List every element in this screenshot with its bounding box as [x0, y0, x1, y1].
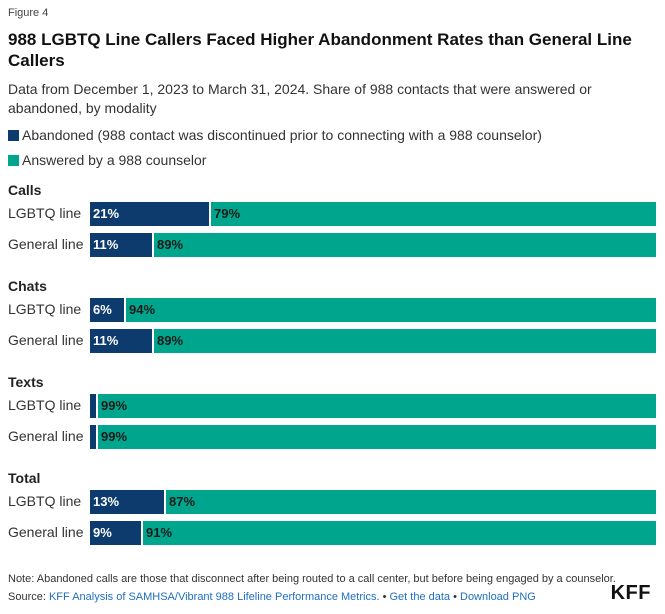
- data-label-abandoned-calls-lgbtq-line: 21%: [93, 206, 120, 221]
- group-title-chats: Chats: [8, 278, 47, 294]
- bar-answered-texts-general-line: [98, 425, 656, 449]
- row-label-calls-general-line: General line: [8, 236, 84, 252]
- bar-abandoned-calls-general-line: [90, 233, 152, 257]
- bar-answered-texts-lgbtq-line: [98, 394, 656, 418]
- bar-answered-calls-lgbtq-line: [211, 202, 656, 226]
- bar-abandoned-total-lgbtq-line: [90, 490, 164, 514]
- data-label-answered-chats-general-line: 89%: [157, 333, 184, 348]
- group-title-texts: Texts: [8, 374, 44, 390]
- group-title-total: Total: [8, 470, 41, 486]
- legend-swatch-abandoned: [8, 129, 19, 141]
- source-separator: •: [379, 591, 390, 603]
- legend-label-answered: Answered by a 988 counselor: [22, 152, 207, 168]
- row-label-chats-lgbtq-line: LGBTQ line: [8, 301, 82, 317]
- row-label-total-general-line: General line: [8, 524, 84, 540]
- data-label-abandoned-total-general-line: 9%: [93, 525, 112, 540]
- bar-abandoned-chats-general-line: [90, 329, 152, 353]
- download-png-link[interactable]: Download PNG: [460, 591, 536, 603]
- chart-note: Note: Abandoned calls are those that dis…: [8, 573, 616, 585]
- data-label-abandoned-chats-general-line: 11%: [93, 333, 119, 348]
- data-label-answered-texts-lgbtq-line: 99%: [101, 398, 128, 413]
- legend-swatch-answered: [8, 154, 19, 166]
- bar-answered-total-lgbtq-line: [166, 490, 656, 514]
- bar-abandoned-texts-general-line: [90, 425, 96, 449]
- kff-logo: KFF: [610, 582, 651, 604]
- get-data-link[interactable]: Get the data: [389, 591, 451, 603]
- bar-answered-total-general-line: [143, 521, 656, 545]
- bar-abandoned-texts-lgbtq-line: [90, 394, 96, 418]
- bar-abandoned-calls-lgbtq-line: [90, 202, 209, 226]
- row-label-chats-general-line: General line: [8, 332, 84, 348]
- legend-label-abandoned: Abandoned (988 contact was discontinued …: [22, 127, 542, 143]
- data-label-answered-total-general-line: 91%: [146, 525, 173, 540]
- group-title-calls: Calls: [8, 182, 42, 198]
- bar-abandoned-total-general-line: [90, 521, 141, 545]
- legend-item-answered: Answered by a 988 counselor: [8, 151, 206, 169]
- bar-answered-calls-general-line: [154, 233, 656, 257]
- row-label-texts-general-line: General line: [8, 428, 84, 444]
- legend-item-abandoned: Abandoned (988 contact was discontinued …: [8, 126, 542, 144]
- data-label-abandoned-calls-general-line: 11%: [93, 237, 119, 252]
- data-label-answered-total-lgbtq-line: 87%: [169, 494, 196, 509]
- chart-source: Source: KFF Analysis of SAMHSA/Vibrant 9…: [8, 591, 536, 603]
- source-prefix: Source:: [8, 591, 49, 603]
- chart-title: 988 LGBTQ Line Callers Faced Higher Aban…: [8, 30, 632, 70]
- source-link[interactable]: KFF Analysis of SAMHSA/Vibrant 988 Lifel…: [48, 591, 380, 603]
- data-label-answered-texts-general-line: 99%: [101, 429, 128, 444]
- chart-subtitle: Data from December 1, 2023 to March 31, …: [8, 81, 592, 116]
- data-label-abandoned-chats-lgbtq-line: 6%: [93, 302, 112, 317]
- source-separator: •: [450, 591, 460, 603]
- bar-abandoned-chats-lgbtq-line: [90, 298, 124, 322]
- figure-label: Figure 4: [8, 7, 49, 19]
- data-label-answered-chats-lgbtq-line: 94%: [129, 302, 156, 317]
- data-label-abandoned-total-lgbtq-line: 13%: [93, 494, 120, 509]
- row-label-calls-lgbtq-line: LGBTQ line: [8, 205, 82, 221]
- row-label-total-lgbtq-line: LGBTQ line: [8, 493, 82, 509]
- data-label-answered-calls-general-line: 89%: [157, 237, 184, 252]
- bar-answered-chats-lgbtq-line: [126, 298, 656, 322]
- bar-answered-chats-general-line: [154, 329, 656, 353]
- data-label-answered-calls-lgbtq-line: 79%: [214, 206, 241, 221]
- row-label-texts-lgbtq-line: LGBTQ line: [8, 397, 82, 413]
